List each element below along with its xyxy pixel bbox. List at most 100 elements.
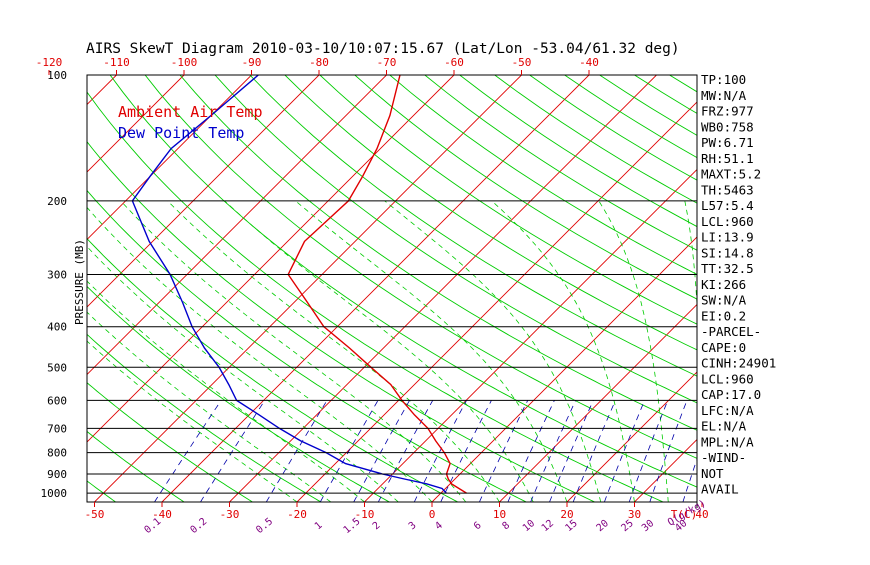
isotherm-line [0,75,49,502]
pressure-tick-label: 900 [47,468,67,481]
index-item: CAP:17.0 [701,387,761,402]
index-item: LCL:960 [701,371,754,386]
legend-ambient-air-temp: Ambient Air Temp [118,103,263,121]
isotherm-line [500,75,870,502]
index-item: CAPE:0 [701,340,746,355]
index-item: PW:6.71 [701,135,754,150]
index-item: AVAIL [701,482,739,497]
bottom-temp-tick-label: 30 [628,508,641,521]
chart-title: AIRS SkewT Diagram 2010-03-10/10:07:15.6… [86,41,680,57]
top-temp-tick-label: -50 [512,56,532,69]
moist-adiabat [47,201,398,502]
bottom-temp-tick-label: 0 [429,508,436,521]
moist-adiabat [599,201,669,502]
dry-adiabat [0,75,47,502]
dry-adiabat [495,75,870,502]
mixing-ratio-label: 20 [595,518,611,534]
indices-panel: TP:100MW:N/AFRZ:977WB0:758PW:6.71RH:51.1… [701,72,776,497]
top-temp-tick-label: -60 [444,56,464,69]
index-item: MW:N/A [701,88,747,103]
mixing-ratio-label: 1 [313,520,325,532]
mixing-ratio-line [508,400,555,502]
pressure-tick-label: 800 [47,447,67,460]
index-item: TH:5463 [701,182,754,197]
dry-adiabat [180,75,869,502]
pressure-tick-label: 400 [47,321,67,334]
isotherm-line [230,75,657,502]
moist-adiabat [81,201,432,502]
isotherm-line [432,75,859,502]
index-item: CINH:24901 [701,356,776,371]
top-temp-tick-label: -80 [309,56,329,69]
pressure-tick-label: 700 [47,422,67,435]
index-item: -WIND- [701,450,746,465]
dry-adiabat [320,75,870,502]
index-item: TT:32.5 [701,261,754,276]
index-item: EL:N/A [701,419,747,434]
index-item: LFC:N/A [701,403,754,418]
top-temp-tick-label: -110 [103,56,130,69]
index-item: MAXT:5.2 [701,167,761,182]
mixing-ratio-label: 0.2 [188,516,209,536]
dry-adiabat [0,75,116,502]
top-temp-tick-label: -70 [377,56,397,69]
top-temp-tick-label: -120 [36,56,63,69]
dry-adiabat [285,75,870,502]
mixing-ratio-line [414,400,466,502]
index-item: LI:13.9 [701,230,754,245]
moist-adiabat [225,201,534,502]
dry-adiabat [670,75,870,502]
mixing-ratio-label: 8 [500,520,512,532]
legend-dew-point-temp: Dew Point Temp [118,124,244,142]
mixing-ratio-line [550,400,594,502]
index-item: EI:0.2 [701,308,746,323]
dry-adiabat [530,75,870,502]
dry-adiabat [774,75,870,502]
dry-adiabat [390,75,870,502]
mixing-ratio-line [201,400,265,502]
mixing-ratio-label: 30 [640,518,656,534]
pressure-tick-label: 600 [47,394,67,407]
top-temp-tick-label: -100 [171,56,198,69]
isotherm-line [770,75,870,502]
mixing-ratio-line [266,400,327,502]
mixing-ratio-line [320,400,378,502]
index-item: WB0:758 [701,119,754,134]
isotherm-line [837,75,870,502]
dry-adiabat [809,75,870,502]
index-item: KI:266 [701,277,746,292]
pressure-tick-label: 100 [47,69,67,82]
mixing-ratio-label: 6 [472,520,484,532]
mixing-ratio-label: 3 [407,520,419,532]
bottom-temp-tick-label: -30 [220,508,240,521]
moist-adiabat [492,201,635,502]
index-item: L57:5.4 [701,198,754,213]
mixing-ratio-line [604,400,644,502]
bottom-temp-tick-label: -20 [287,508,307,521]
mixing-ratio-line [531,400,576,502]
top-temp-tick-label: -90 [242,56,262,69]
moist-adiabat [296,201,567,502]
pressure-tick-label: 1000 [41,487,68,500]
index-item: FRZ:977 [701,104,754,119]
index-item: LCL:960 [701,214,754,229]
bottom-temp-tick-label: -50 [85,508,105,521]
index-item: NOT [701,466,724,481]
mixing-ratio-label: 10 [521,518,537,534]
index-item: -PARCEL- [701,324,761,339]
mixing-ratio-label: 12 [540,518,556,534]
y-axis-label: PRESSURE (MB) [73,239,86,325]
mixing-ratio-label: 0.5 [254,516,275,536]
dry-adiabat [739,75,870,502]
dry-adiabat [215,75,870,502]
pressure-tick-label: 500 [47,361,67,374]
index-item: TP:100 [701,72,746,87]
top-temp-tick-label: -40 [579,56,599,69]
index-item: SI:14.8 [701,245,754,260]
index-item: SW:N/A [701,293,747,308]
index-item: MPL:N/A [701,434,754,449]
mixing-ratio-label: 4 [433,520,445,532]
mixing-ratio-line [629,400,668,502]
